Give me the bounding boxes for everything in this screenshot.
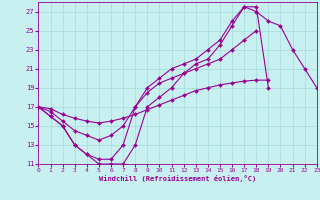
X-axis label: Windchill (Refroidissement éolien,°C): Windchill (Refroidissement éolien,°C) bbox=[99, 175, 256, 182]
